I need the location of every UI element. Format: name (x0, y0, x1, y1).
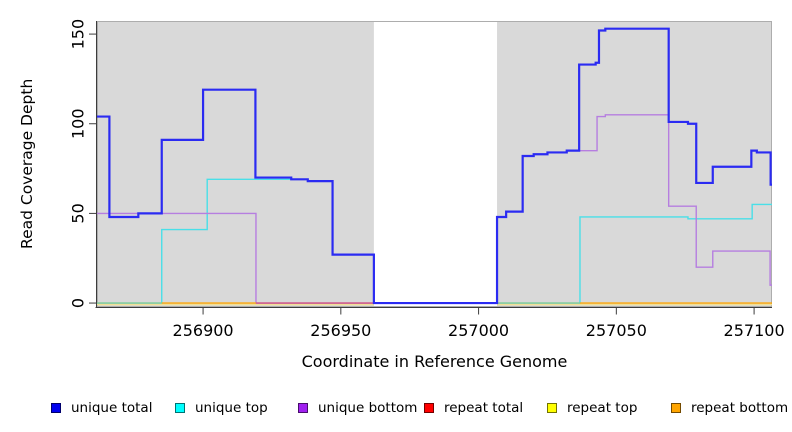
legend-item-repeat-top: repeat top (547, 398, 637, 418)
coverage-gap-region (373, 22, 498, 306)
plot-panel (97, 21, 772, 307)
coverage-chart: 0 50 100 150 256900 256950 257000 257050 257100 (69, 19, 785, 340)
legend-swatch-unique-bottom (298, 403, 308, 413)
legend-swatch-unique-total (51, 403, 61, 413)
legend-label: unique top (195, 400, 268, 416)
y-axis-title: Read Coverage Depth (18, 78, 36, 250)
x-tick-label: 256900 (173, 321, 234, 340)
legend-label: unique bottom (318, 400, 418, 416)
legend-swatch-repeat-bottom (671, 403, 681, 413)
legend-item-unique-total: unique total (51, 398, 152, 418)
legend-label: repeat top (567, 400, 638, 416)
y-tick-label: 50 (69, 203, 88, 223)
legend-item-unique-top: unique top (175, 398, 268, 418)
x-axis-title: Coordinate in Reference Genome (301, 352, 568, 371)
legend-item-repeat-bottom: repeat bottom (671, 398, 788, 418)
legend-label: repeat total (444, 400, 524, 416)
x-tick-label: 257100 (724, 321, 785, 340)
legend-item-repeat-total: repeat total (424, 398, 523, 418)
legend-label: repeat bottom (691, 400, 789, 416)
legend-swatch-repeat-top (547, 403, 557, 413)
series-line-unique-total (97, 27, 772, 305)
y-tick-label: 0 (69, 298, 88, 308)
coverage-series-lines (97, 27, 772, 306)
chart-legend: unique total unique top unique bottom repea… (0, 398, 792, 420)
y-tick-label: 100 (69, 108, 88, 139)
legend-label: unique total (71, 400, 153, 416)
y-tick-label: 150 (69, 19, 88, 50)
axes: 0 50 100 150 256900 256950 257000 257050 257100 (69, 19, 785, 340)
legend-item-unique-bottom: unique bottom (298, 398, 417, 418)
legend-swatch-repeat-total (424, 403, 434, 413)
x-tick-label: 257050 (586, 321, 647, 340)
x-tick-label: 256950 (310, 321, 371, 340)
legend-swatch-unique-top (175, 403, 185, 413)
x-tick-label: 257000 (448, 321, 509, 340)
